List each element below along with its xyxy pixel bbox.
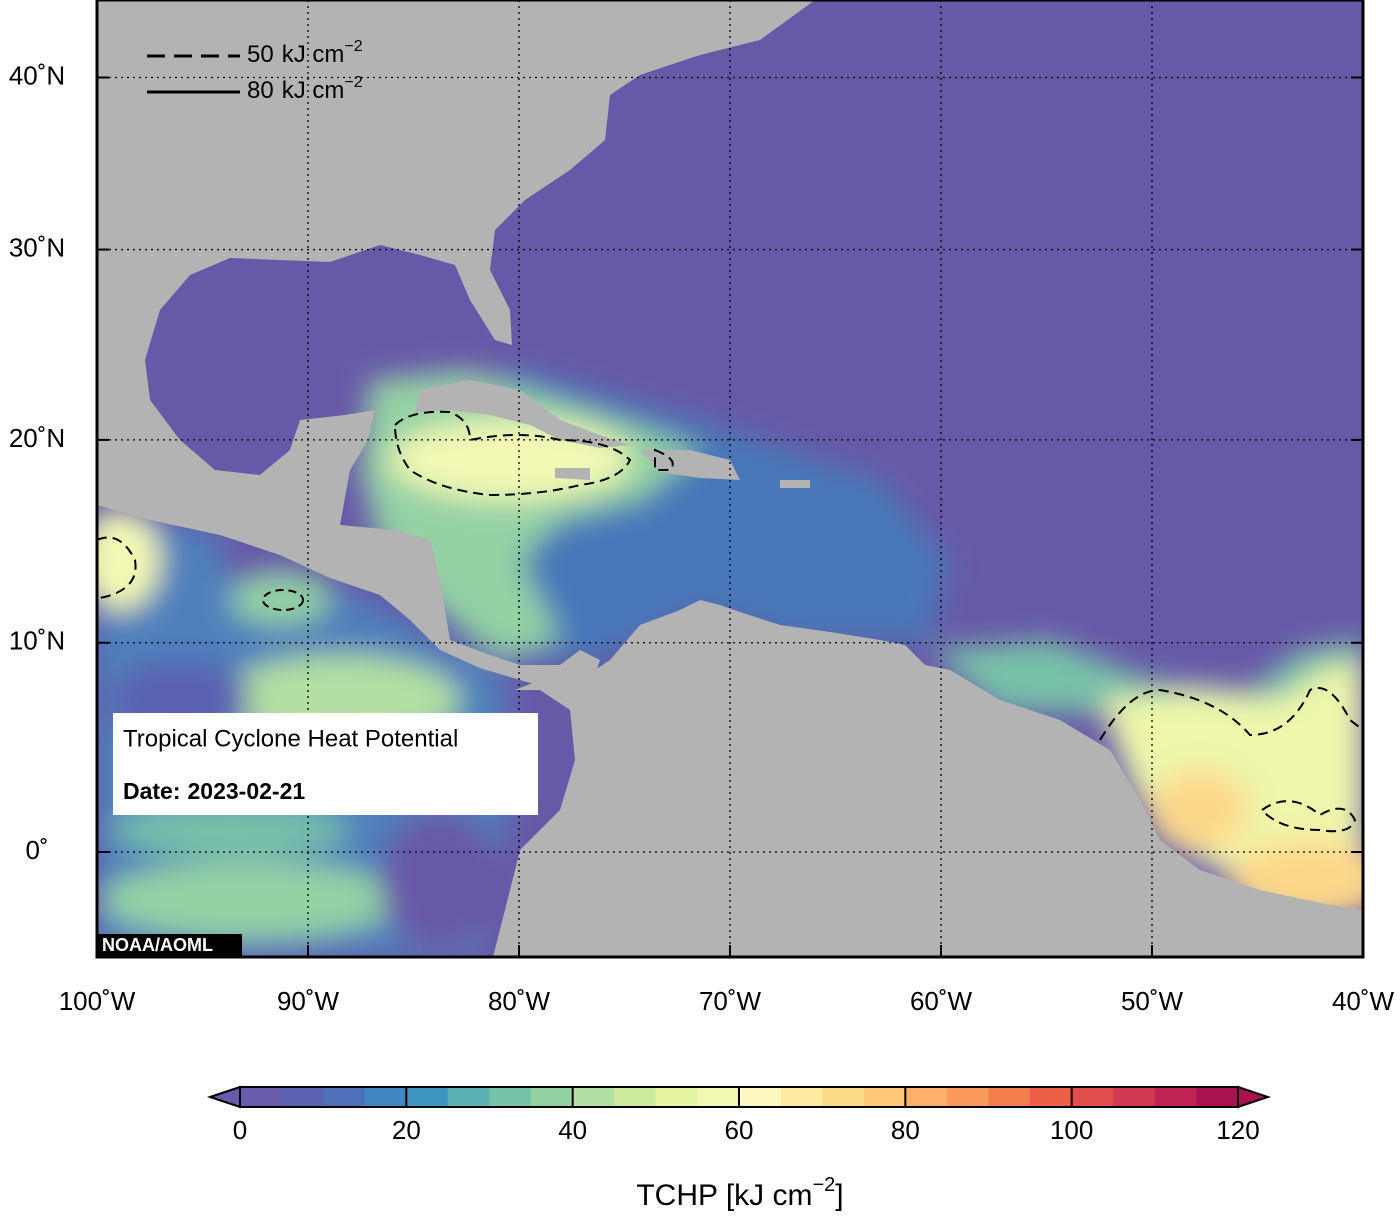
axes: 100˚W 90˚W 80˚W 70˚W 60˚W 50˚W 40˚W 0˚ 10˚N 20˚N 3…	[9, 60, 1395, 1016]
x-tick-label: 50˚W	[1121, 986, 1184, 1016]
colorbar-bin	[1030, 1087, 1073, 1107]
colorbar-bin	[240, 1087, 283, 1107]
colorbar-bin	[531, 1087, 574, 1107]
x-tick-label: 90˚W	[277, 986, 340, 1016]
legend-exponent: −2	[344, 74, 362, 91]
date-label: Date:	[123, 778, 181, 804]
colorbar-extend-high	[1237, 1085, 1272, 1109]
colorbar-bin	[1154, 1087, 1197, 1107]
info-date: Date: 2023-02-21	[123, 778, 305, 804]
colorbar-bin	[281, 1087, 324, 1107]
info-box: Tropical Cyclone Heat Potential Date: 202…	[113, 713, 538, 815]
colorbar-bin	[572, 1087, 615, 1107]
y-tick-label: 0˚	[25, 835, 48, 865]
colorbar-bin	[447, 1087, 490, 1107]
y-tick-label: 30˚N	[9, 232, 65, 262]
info-title: Tropical Cyclone Heat Potential	[123, 725, 458, 752]
y-tick-label: 20˚N	[9, 423, 65, 453]
colorbar-bin	[780, 1087, 823, 1107]
legend-value: 50	[247, 41, 274, 68]
colorbar-bin	[822, 1087, 865, 1107]
colorbar-bin	[946, 1087, 989, 1107]
x-tick-label: 40˚W	[1332, 986, 1395, 1016]
colorbar-tick-label: 60	[725, 1115, 754, 1145]
colorbar: 0 20 40 60 80 100 120	[206, 1085, 1272, 1145]
colorbar-label-end: ]	[835, 1179, 843, 1212]
credit: NOAA/AOML	[102, 935, 213, 955]
colorbar-extend-low	[206, 1085, 241, 1109]
colorbar-bin	[323, 1087, 366, 1107]
x-tick-label: 100˚W	[59, 986, 136, 1016]
grid	[97, 0, 1363, 957]
legend: 50 kJ cm−2 80 kJ cm−2	[147, 38, 363, 104]
legend-value: 80	[247, 77, 274, 104]
colorbar-tick-label: 120	[1216, 1115, 1259, 1145]
legend-label: 50 kJ cm−2	[247, 38, 363, 68]
colorbar-tick-label: 20	[392, 1115, 421, 1145]
colorbar-tick-label: 40	[558, 1115, 587, 1145]
colorbar-bin	[1196, 1087, 1239, 1107]
y-tick-label: 40˚N	[9, 60, 65, 90]
x-tick-label: 80˚W	[488, 986, 551, 1016]
colorbar-label-exponent: −2	[812, 1174, 835, 1196]
legend-exponent: −2	[344, 38, 362, 55]
colorbar-bin	[1071, 1087, 1114, 1107]
colorbar-tick-label: 0	[233, 1115, 247, 1145]
x-tick-label: 60˚W	[910, 986, 973, 1016]
date-value: 2023-02-21	[188, 778, 306, 804]
colorbar-tick-label: 80	[891, 1115, 920, 1145]
colorbar-bin	[863, 1087, 906, 1107]
land	[97, 0, 1363, 957]
colorbar-bin	[988, 1087, 1031, 1107]
colorbar-bin	[739, 1087, 782, 1107]
colorbar-bin	[489, 1087, 532, 1107]
legend-unit: kJ cm	[282, 77, 345, 104]
colorbar-bin	[905, 1087, 948, 1107]
colorbar-tick-label: 100	[1050, 1115, 1093, 1145]
colorbar-bin	[697, 1087, 740, 1107]
credit-background	[97, 934, 242, 957]
contours	[97, 410, 1363, 833]
legend-unit: kJ cm	[282, 41, 345, 68]
info-background	[113, 713, 538, 815]
legend-label: 80 kJ cm−2	[247, 74, 363, 104]
colorbar-bin	[406, 1087, 449, 1107]
colorbar-title: TCHP [kJ cm−2]	[636, 1174, 843, 1212]
colorbar-bin	[614, 1087, 657, 1107]
colorbar-bin	[655, 1087, 698, 1107]
colorbar-bin	[364, 1087, 407, 1107]
colorbar-bin	[1113, 1087, 1156, 1107]
colorbar-label: TCHP [kJ cm	[636, 1179, 812, 1212]
x-tick-label: 70˚W	[699, 986, 762, 1016]
y-tick-label: 10˚N	[9, 626, 65, 656]
